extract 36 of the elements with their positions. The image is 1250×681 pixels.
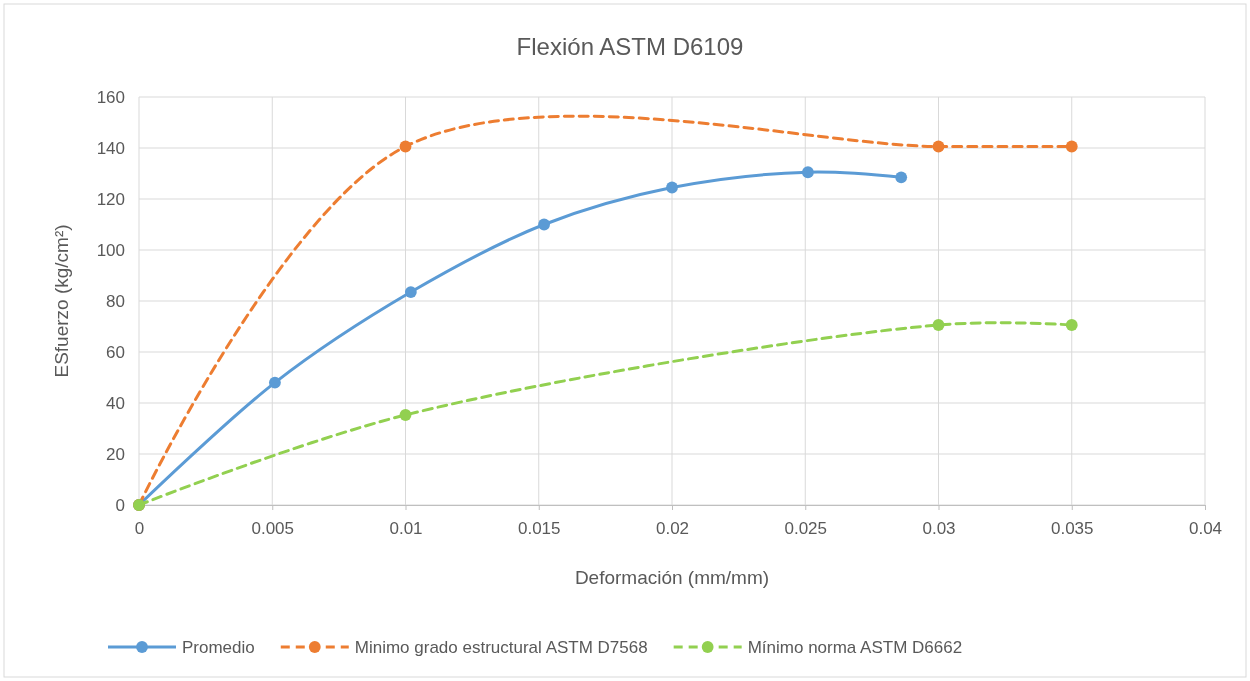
x-tick-label: 0.02: [655, 519, 690, 539]
point: [895, 171, 908, 184]
chart-title: Flexión ASTM D6109: [516, 33, 744, 60]
legend-label: Minimo grado estructural ASTM D7568: [354, 638, 648, 657]
y-tick-label: 40: [106, 393, 125, 413]
point: [666, 181, 678, 194]
x-tick-label: 0.005: [251, 519, 295, 539]
point: [538, 218, 550, 231]
point: [1065, 140, 1078, 153]
y-tick-label: 0: [115, 495, 125, 515]
x-tick-label: 0.04: [1188, 519, 1223, 539]
legend-label: Promedio: [182, 638, 255, 657]
x-tick-label: 0.035: [1050, 519, 1094, 539]
legend-label: Mínimo norma ASTM D6662: [747, 638, 963, 657]
y-tick-label: 120: [96, 189, 125, 209]
point: [1065, 319, 1078, 331]
point: [932, 319, 945, 331]
point: [404, 286, 417, 298]
y-tick-label: 80: [106, 291, 125, 311]
x-tick-label: 0.025: [784, 519, 828, 539]
x-tick-label: 0.01: [389, 519, 423, 539]
y-tick-label: 140: [96, 138, 125, 158]
x-tick-label: 0.015: [517, 519, 561, 539]
y-tick-label: 100: [96, 240, 125, 260]
x-tick-label: 0.03: [922, 519, 956, 539]
y-axis-title: ESfuerzo (kg/cm²): [51, 224, 72, 378]
point: [269, 376, 281, 389]
point: [399, 140, 412, 153]
point: [802, 166, 814, 179]
point: [399, 409, 412, 421]
y-tick-label: 20: [106, 444, 125, 464]
y-tick-label: 60: [106, 342, 125, 362]
y-tick-label: 160: [96, 87, 125, 107]
x-tick-label: 0: [134, 519, 145, 539]
point: [932, 140, 945, 153]
x-axis-title: Deformación (mm/mm): [574, 567, 770, 588]
